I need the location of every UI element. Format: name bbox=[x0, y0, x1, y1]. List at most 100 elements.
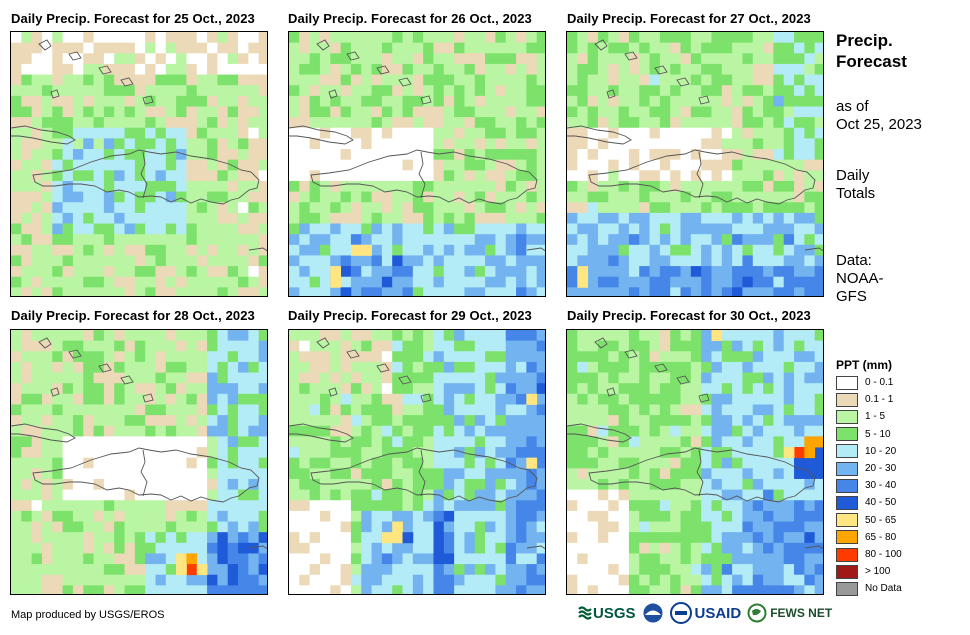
precip-cell bbox=[381, 564, 393, 576]
precip-cell bbox=[155, 457, 167, 469]
precip-cell bbox=[412, 574, 424, 586]
precip-cell bbox=[392, 457, 403, 469]
precip-cell bbox=[701, 457, 712, 469]
precip-cell bbox=[196, 32, 208, 44]
precip-cell bbox=[258, 340, 267, 352]
precip-cell bbox=[423, 383, 434, 395]
precip-cell bbox=[454, 180, 465, 192]
precip-cell bbox=[309, 53, 321, 65]
precip-cell bbox=[350, 276, 362, 288]
precip-cell bbox=[114, 564, 125, 576]
precip-cell bbox=[454, 585, 465, 594]
precip-cell bbox=[392, 361, 403, 373]
precip-cell bbox=[217, 32, 229, 44]
precip-cell bbox=[567, 372, 578, 384]
precip-cell bbox=[186, 574, 198, 586]
precip-cell bbox=[155, 106, 167, 118]
precip-cell bbox=[485, 234, 496, 246]
precip-cell bbox=[62, 425, 74, 437]
precip-cell bbox=[392, 32, 403, 44]
precip-cell bbox=[11, 223, 22, 235]
precip-cell bbox=[176, 53, 187, 65]
precip-cell bbox=[732, 127, 743, 139]
precip-cell bbox=[11, 85, 22, 97]
precip-cell bbox=[103, 457, 115, 469]
precip-cell bbox=[145, 415, 156, 427]
precip-cell bbox=[567, 53, 578, 65]
precip-cell bbox=[680, 191, 692, 203]
precip-cell bbox=[155, 361, 167, 373]
precip-cell bbox=[145, 532, 156, 544]
precip-cell bbox=[474, 95, 486, 107]
precip-cell bbox=[485, 393, 496, 405]
precip-cell bbox=[474, 223, 486, 235]
precip-cell bbox=[794, 244, 805, 256]
precip-cell bbox=[299, 32, 311, 44]
precip-cell bbox=[330, 170, 341, 182]
precip-cell bbox=[670, 287, 681, 296]
precip-cell bbox=[773, 383, 785, 395]
precip-cell bbox=[773, 117, 785, 129]
precip-cell bbox=[639, 361, 650, 373]
precip-cell bbox=[217, 159, 229, 171]
precip-cell bbox=[773, 500, 785, 512]
precip-cell bbox=[649, 127, 661, 139]
precip-cell bbox=[783, 361, 795, 373]
precip-cell bbox=[505, 53, 517, 65]
precip-cell bbox=[227, 415, 239, 427]
precip-cell bbox=[83, 393, 94, 405]
precip-cell bbox=[83, 223, 94, 235]
precip-cell bbox=[11, 138, 22, 150]
map-panel-2 bbox=[288, 31, 546, 297]
precip-cell bbox=[309, 330, 321, 342]
precip-cell bbox=[773, 85, 785, 97]
precip-cell bbox=[649, 191, 661, 203]
precip-cell bbox=[186, 117, 198, 129]
precip-cell bbox=[783, 202, 795, 214]
precip-cell bbox=[618, 106, 630, 118]
precip-cell bbox=[505, 244, 517, 256]
precip-cell bbox=[330, 53, 341, 65]
precip-cell bbox=[763, 542, 774, 554]
precip-cell bbox=[227, 138, 239, 150]
precip-cell bbox=[814, 468, 823, 480]
precip-cell bbox=[608, 478, 619, 490]
precip-cell bbox=[752, 457, 764, 469]
country-border bbox=[418, 449, 426, 497]
precip-cell bbox=[176, 436, 187, 448]
precip-cell bbox=[217, 436, 229, 448]
precip-cell bbox=[804, 127, 816, 139]
precip-cell bbox=[721, 510, 733, 522]
precip-cell bbox=[227, 404, 239, 416]
precip-cell bbox=[41, 532, 53, 544]
precip-cell bbox=[258, 255, 267, 267]
precip-cell bbox=[124, 234, 136, 246]
precip-cell bbox=[495, 234, 507, 246]
precip-cell bbox=[124, 159, 136, 171]
precip-cell bbox=[207, 351, 218, 363]
precip-cell bbox=[495, 351, 507, 363]
precip-cell bbox=[11, 287, 22, 296]
precip-cell bbox=[207, 117, 218, 129]
precip-cell bbox=[649, 500, 661, 512]
precip-cell bbox=[124, 191, 136, 203]
precip-cell bbox=[536, 553, 545, 565]
coastline-outline bbox=[120, 375, 134, 385]
precip-cell bbox=[773, 32, 785, 44]
precip-cell bbox=[794, 138, 805, 150]
precip-cell bbox=[587, 63, 599, 75]
precip-cell bbox=[680, 255, 692, 267]
precip-cell bbox=[103, 202, 115, 214]
precip-cell bbox=[454, 330, 465, 342]
precip-cell bbox=[742, 404, 754, 416]
precip-cell bbox=[711, 393, 723, 405]
precip-cell bbox=[423, 447, 434, 459]
precip-cell bbox=[62, 191, 74, 203]
precip-cell bbox=[72, 170, 84, 182]
precip-cell bbox=[485, 532, 496, 544]
precip-cell bbox=[52, 234, 63, 246]
precip-cell bbox=[21, 180, 33, 192]
precip-cell bbox=[402, 287, 414, 296]
precip-cell bbox=[41, 138, 53, 150]
precip-cell bbox=[814, 340, 823, 352]
